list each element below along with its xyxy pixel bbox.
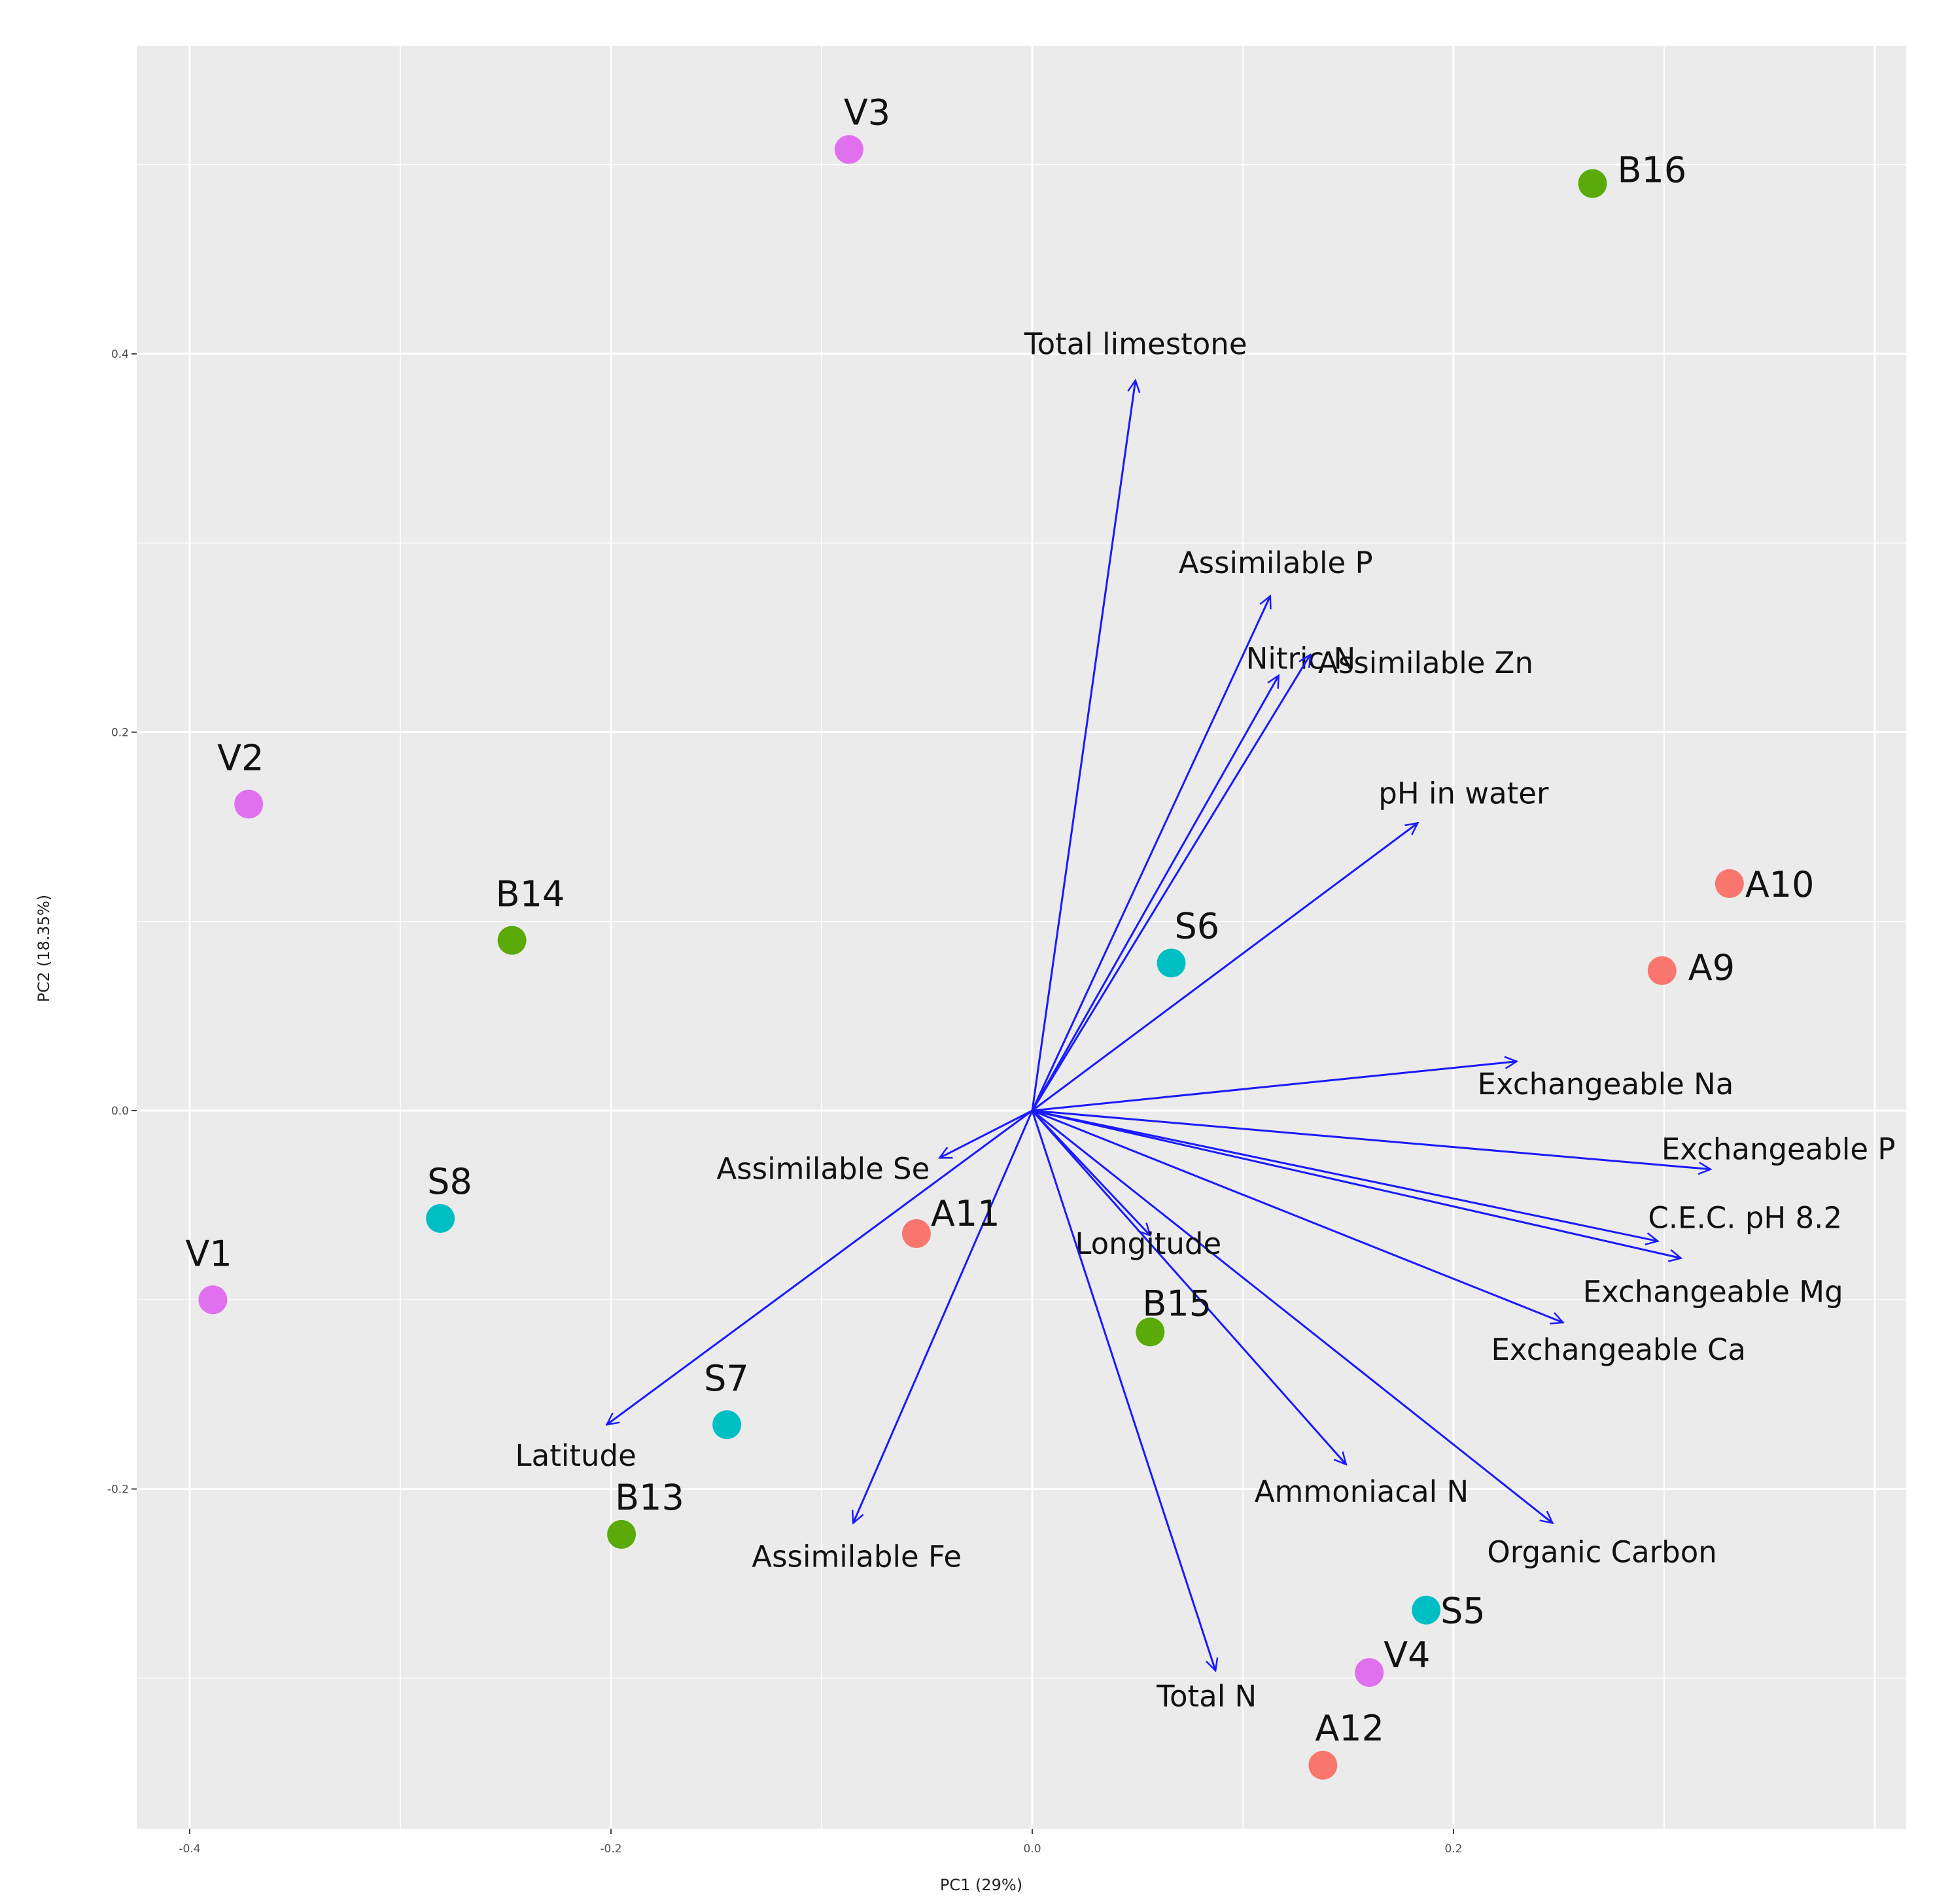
loading-arrow bbox=[1032, 823, 1418, 1112]
score-point bbox=[234, 789, 264, 819]
x-axis-title: PC1 (29%) bbox=[940, 1876, 1022, 1894]
y-tick-label: -0.2 bbox=[107, 1483, 129, 1497]
loading-arrow bbox=[1031, 655, 1310, 1111]
score-point bbox=[901, 1219, 931, 1249]
score-point-label: S7 bbox=[704, 1358, 749, 1399]
score-point-label: A12 bbox=[1315, 1708, 1384, 1749]
loading-label: Assimilable Fe bbox=[752, 1540, 962, 1574]
loading-arrow bbox=[939, 1109, 1033, 1159]
loading-label: Exchangeable Na bbox=[1478, 1067, 1734, 1101]
loading-label: Total limestone bbox=[1024, 326, 1247, 361]
loading-arrow bbox=[1031, 380, 1136, 1111]
x-tick-label: 0.0 bbox=[1023, 1843, 1041, 1856]
loading-label: Ammoniacal N bbox=[1255, 1474, 1469, 1509]
loading-label: C.E.C. pH 8.2 bbox=[1648, 1201, 1842, 1236]
score-point bbox=[1647, 956, 1677, 985]
score-point-label: V2 bbox=[217, 737, 264, 778]
loading-arrow bbox=[1032, 1062, 1517, 1112]
score-point-label: S6 bbox=[1175, 905, 1220, 946]
loading-label: Total N bbox=[1156, 1679, 1257, 1714]
loading-arrow bbox=[1032, 1109, 1711, 1169]
score-point bbox=[834, 135, 863, 164]
loading-arrow bbox=[1032, 1109, 1563, 1323]
x-tick-label: -0.4 bbox=[179, 1843, 200, 1856]
loading-arrow bbox=[1031, 1109, 1150, 1236]
axes: -0.4 -0.2 0.0 0.2 -0.2 0.0 0.2 0.4 bbox=[107, 348, 1463, 1856]
score-point-label: A11 bbox=[931, 1193, 1000, 1234]
plot-panel bbox=[137, 46, 1906, 1829]
score-point bbox=[1136, 1317, 1165, 1347]
score-point bbox=[1715, 869, 1744, 898]
loading-arrow bbox=[1031, 1110, 1215, 1670]
loading-label: Assimilable Se bbox=[716, 1151, 930, 1186]
loading-arrow bbox=[1032, 1109, 1681, 1258]
loading-arrow bbox=[1031, 1110, 1346, 1464]
score-point bbox=[1355, 1658, 1384, 1688]
score-point-label: B16 bbox=[1618, 150, 1687, 191]
y-axis-title: PC2 (18.35%) bbox=[35, 895, 53, 1002]
loading-label: Exchangeable P bbox=[1662, 1132, 1896, 1167]
grid-lines bbox=[137, 46, 1906, 1829]
loading-arrow bbox=[1031, 676, 1279, 1111]
score-point bbox=[712, 1410, 742, 1440]
score-point-label: V3 bbox=[844, 92, 890, 133]
y-tick-label: 0.4 bbox=[111, 348, 129, 361]
loading-label: Assimilable Zn bbox=[1318, 646, 1533, 680]
score-point-label: V4 bbox=[1384, 1635, 1430, 1676]
score-point bbox=[198, 1285, 228, 1315]
score-point bbox=[1308, 1750, 1338, 1780]
loading-label: Exchangeable Ca bbox=[1491, 1332, 1746, 1367]
loading-arrow bbox=[1031, 596, 1270, 1111]
score-point-label: B14 bbox=[496, 874, 565, 915]
score-point bbox=[607, 1519, 636, 1549]
score-point-label: V1 bbox=[185, 1233, 232, 1274]
score-point-label: S5 bbox=[1440, 1591, 1486, 1632]
loading-label: Assimilable P bbox=[1179, 545, 1373, 580]
y-tick-label: 0.2 bbox=[111, 727, 129, 740]
score-point-label: A10 bbox=[1745, 864, 1815, 905]
score-point bbox=[1412, 1595, 1441, 1625]
score-point-label: B15 bbox=[1142, 1283, 1211, 1324]
score-point bbox=[426, 1203, 455, 1233]
loading-label: Latitude bbox=[515, 1438, 636, 1473]
loading-arrow bbox=[1032, 1109, 1552, 1523]
loading-arrow bbox=[1032, 1109, 1658, 1241]
loading-label: Longitude bbox=[1075, 1226, 1221, 1261]
score-point bbox=[1157, 948, 1186, 978]
score-point bbox=[1578, 169, 1607, 198]
score-point-label: B13 bbox=[615, 1477, 684, 1518]
loading-label: Organic Carbon bbox=[1487, 1535, 1716, 1570]
x-tick-label: -0.2 bbox=[600, 1843, 621, 1856]
loading-label: Exchangeable Mg bbox=[1583, 1275, 1843, 1309]
score-point-label: A9 bbox=[1688, 947, 1735, 988]
y-tick-label: 0.0 bbox=[111, 1105, 129, 1118]
loading-label: pH in water bbox=[1378, 776, 1549, 810]
loading-arrow bbox=[607, 1109, 1033, 1425]
score-point bbox=[497, 926, 527, 955]
loading-arrow bbox=[853, 1110, 1034, 1523]
score-point-label: S8 bbox=[427, 1161, 472, 1202]
x-tick-label: 0.2 bbox=[1444, 1843, 1462, 1856]
